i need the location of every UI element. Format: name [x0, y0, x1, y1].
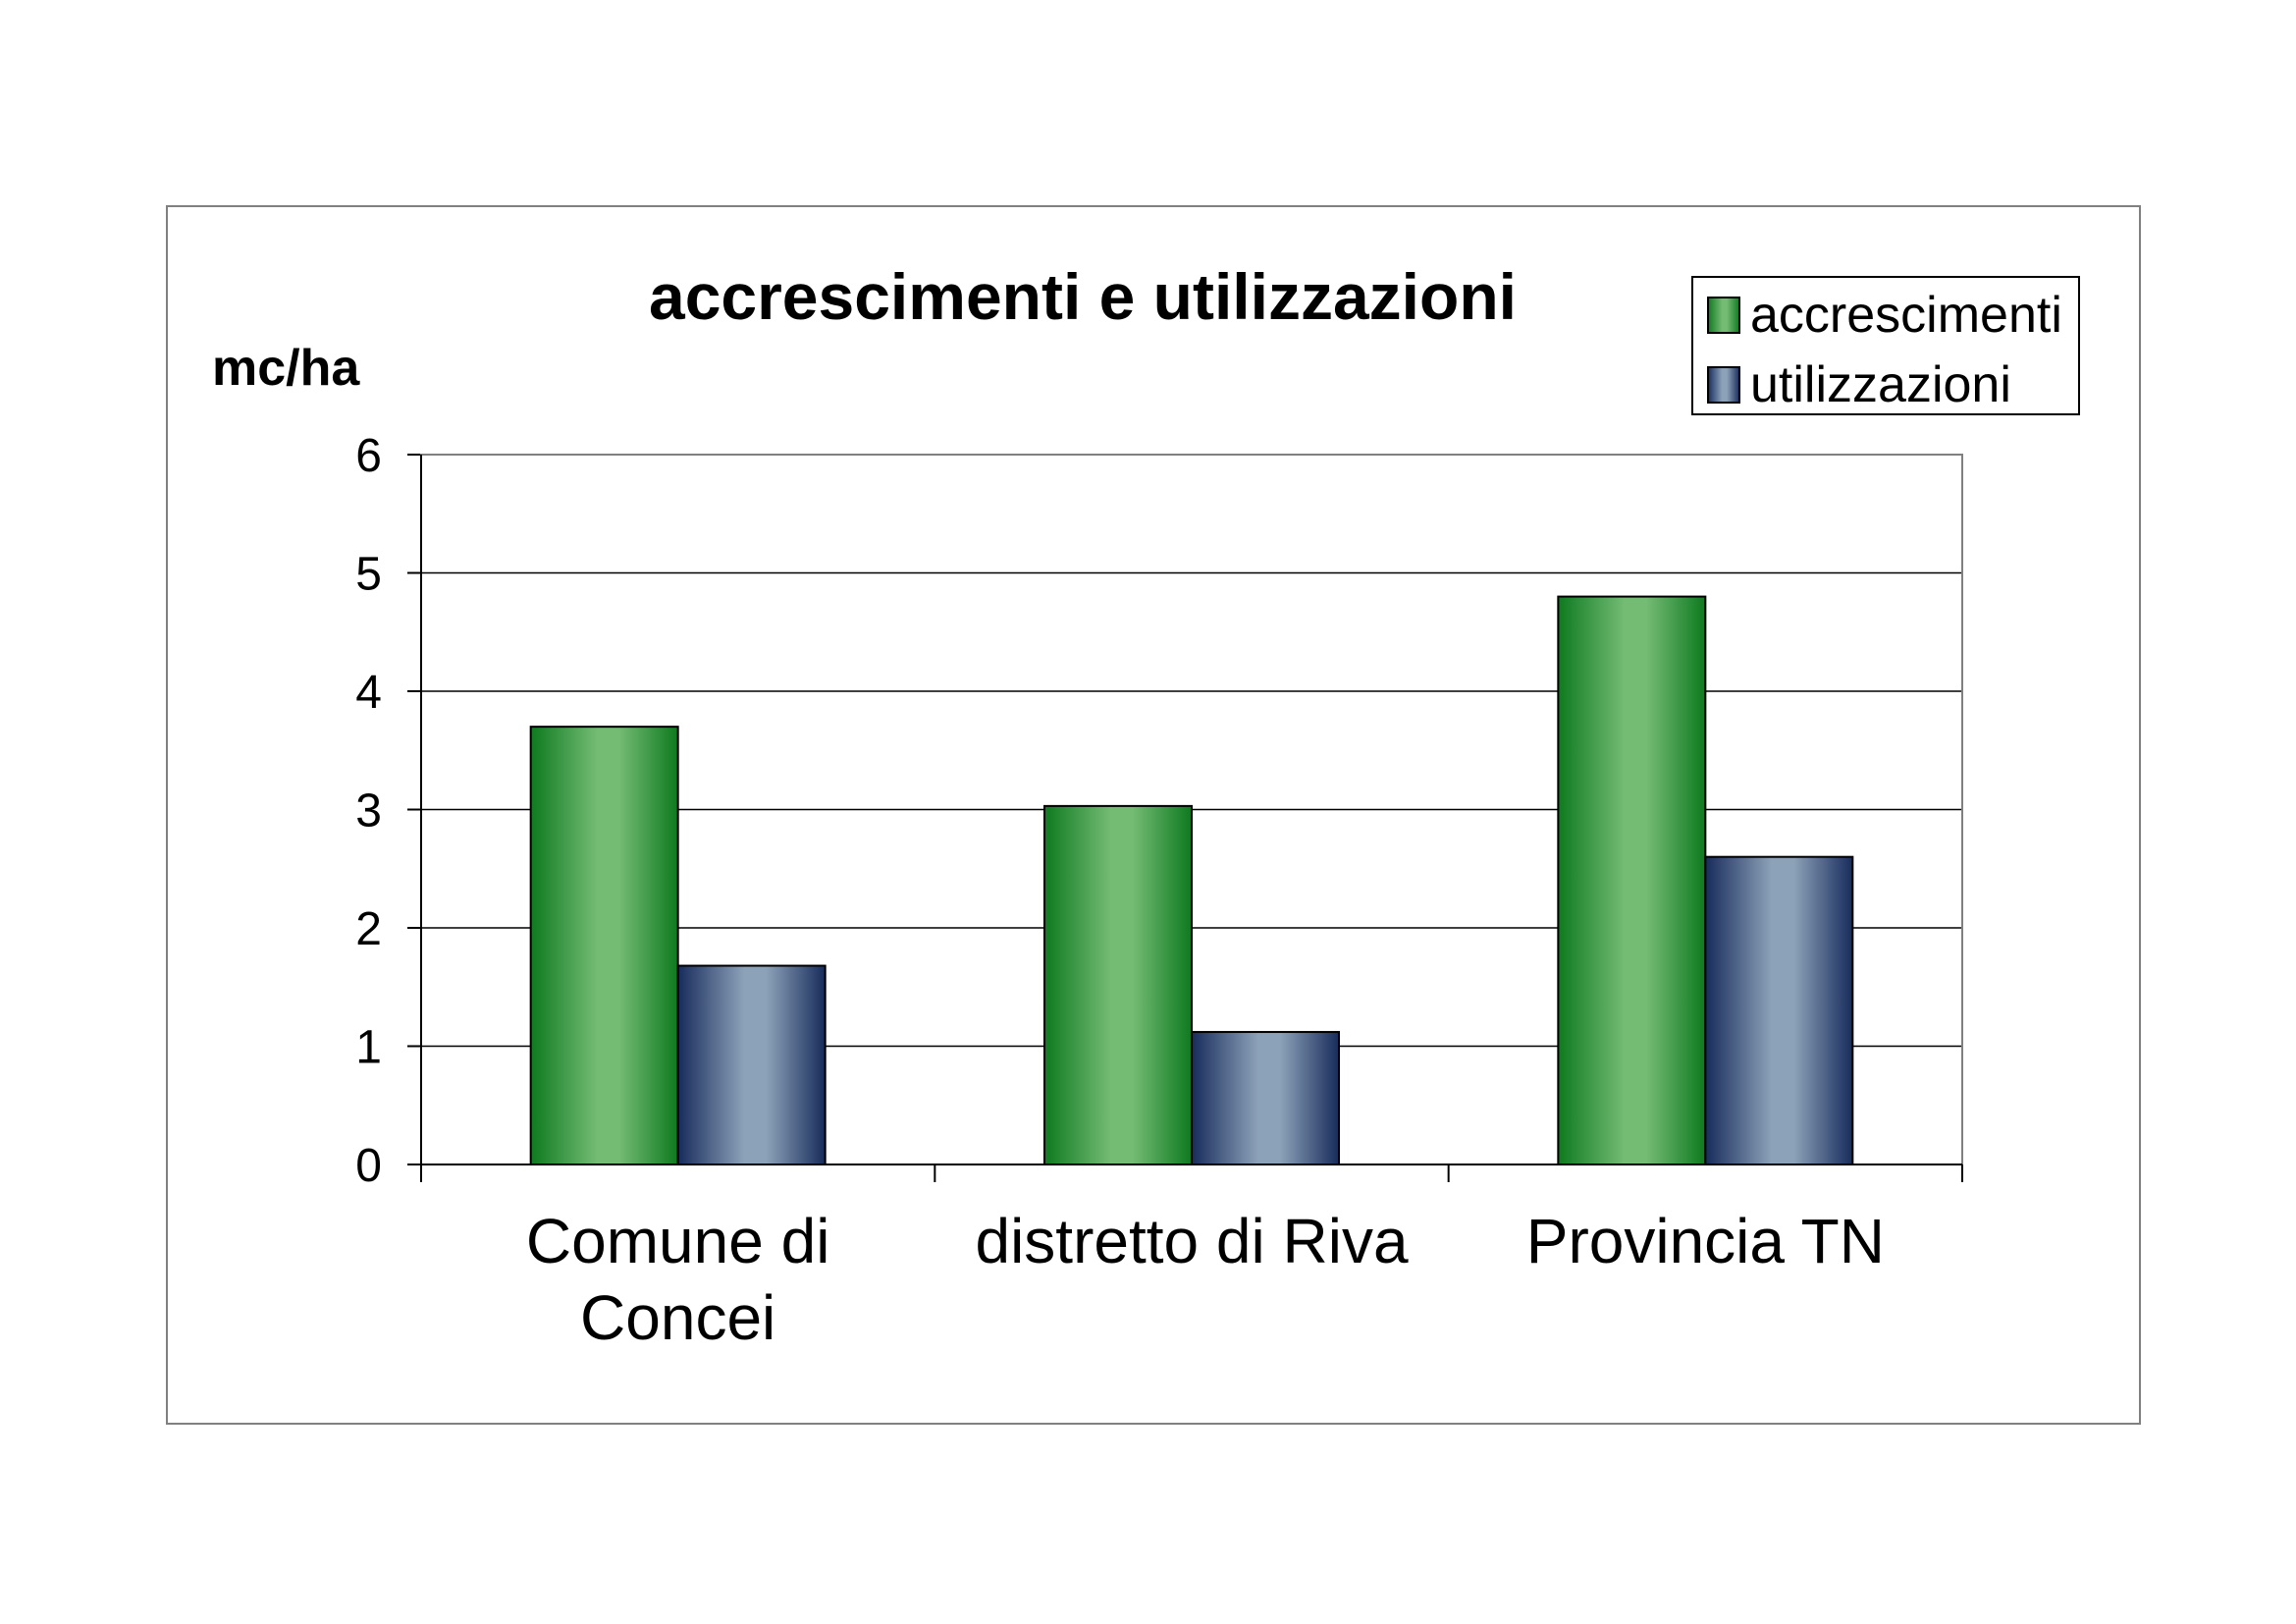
category-label: distretto di Riva — [975, 1206, 1408, 1276]
chart-title: accrescimenti e utilizzazioni — [649, 260, 1517, 333]
y-tick-label: 5 — [355, 549, 382, 601]
legend-box — [1691, 276, 2080, 415]
legend-swatch-accrescimenti — [1707, 297, 1740, 334]
legend: accrescimenti utilizzazioni — [1691, 276, 2080, 415]
legend-label-utilizzazioni: utilizzazioni — [1750, 356, 2011, 413]
bars — [529, 595, 1854, 1166]
y-tick-label: 4 — [355, 667, 382, 719]
bar-utilizzazioni-0 — [676, 964, 827, 1165]
bar-utilizzazioni-2 — [1704, 855, 1854, 1165]
y-tick-label: 6 — [355, 430, 382, 482]
legend-label-accrescimenti: accrescimenti — [1750, 287, 2062, 344]
y-tick-labels: 0 1 2 3 4 5 6 — [355, 430, 382, 1192]
y-tick-label: 3 — [355, 785, 382, 838]
category-label: Concei — [580, 1282, 775, 1353]
y-tick-label: 2 — [355, 903, 382, 955]
axes — [420, 455, 1963, 1182]
legend-swatch-utilizzazioni — [1707, 366, 1740, 404]
bar-accrescimenti-2 — [1557, 595, 1707, 1165]
bar-utilizzazioni-1 — [1191, 1031, 1340, 1166]
y-tick-label: 1 — [355, 1022, 382, 1074]
y-axis-unit-label: mc/ha — [212, 340, 360, 397]
bar-accrescimenti-1 — [1043, 804, 1193, 1165]
y-tick-label: 0 — [355, 1140, 382, 1192]
bar-accrescimenti-0 — [529, 726, 679, 1166]
category-label: Provincia TN — [1526, 1206, 1885, 1276]
category-label: Comune di — [526, 1206, 830, 1276]
